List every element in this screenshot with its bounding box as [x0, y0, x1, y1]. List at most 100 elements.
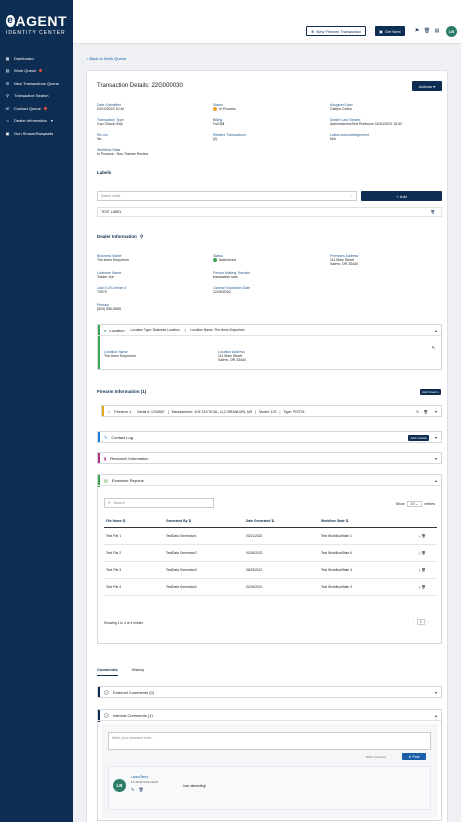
tab-history[interactable]: History [131, 667, 145, 672]
trash-icon[interactable]: 🗑 [423, 28, 431, 34]
external-comments-header[interactable]: 💬 External Comments (0) ▾ [98, 687, 441, 698]
examiner-reports-header[interactable]: ▤ Examiner Reports ▴ [98, 475, 441, 486]
location-panel-header[interactable]: ● Location Location Type: Business Locat… [98, 325, 441, 336]
sidebar-item-gun-shows[interactable]: ▣ Gun Shows/Swapsets [0, 127, 73, 140]
trash-icon[interactable]: 🗑 [138, 787, 144, 792]
contact-log-header[interactable]: ✎ Contact Log Add Contact ▾ [98, 432, 441, 443]
column-label: Date Generated [246, 518, 271, 523]
back-to-work-queue-link[interactable]: ‹ Back to Work Queue [87, 56, 127, 61]
comments-tabs: Comments History [97, 667, 158, 676]
entries-value: 10 [410, 502, 415, 506]
sidebar-item-transaction-search[interactable]: ⚲ Transaction Search [0, 90, 73, 103]
add-firearm-button[interactable]: Add Firearm [420, 389, 441, 395]
tab-comments[interactable]: Comments [97, 667, 118, 676]
sidebar-item-dashboard[interactable]: ▦ Dashboard [0, 52, 73, 65]
trash-icon[interactable]: 🗑 [421, 584, 426, 589]
field-value: The Arms Emporium [104, 354, 136, 358]
sidebar-item-new-transactions[interactable]: ☰ New Transactions Queue [0, 77, 73, 90]
notification-dot [39, 69, 43, 73]
table-row: Test File 1 TestData Generator1 03/11/20… [104, 527, 437, 545]
cell-date: 08/23/2021 [244, 561, 319, 579]
button-label: Post [412, 754, 420, 759]
research-information-header[interactable]: ▮ Research Information ▾ [98, 453, 441, 464]
chat-icon: 💬 [104, 690, 109, 695]
trash-icon[interactable]: 🗑 [430, 210, 435, 214]
field-label: Re-run [97, 133, 108, 137]
trash-icon[interactable]: 🗑 [421, 567, 426, 572]
chevron-up-icon[interactable]: ▴ [434, 327, 437, 333]
field-related-transactions[interactable]: Related Transactions (0) [213, 133, 246, 141]
search-icon: ⚲ [6, 93, 9, 99]
flag-icon[interactable]: ⚑ [414, 28, 420, 34]
field-value: 111 Main Street [218, 354, 243, 358]
new-firearm-transaction-button[interactable]: ⊕ New Firearm Transaction [306, 26, 367, 36]
trash-icon[interactable]: 🗑 [421, 550, 426, 555]
post-comment-button[interactable]: ➤ Post [402, 753, 426, 760]
grid-icon: ▦ [5, 55, 10, 61]
firearm-item-header[interactable]: ○ Firearm 1 Serial #: 1234567 | Manufact… [102, 406, 441, 417]
radio-circle-icon[interactable]: ○ [108, 409, 111, 414]
next-page-icon[interactable]: › [427, 620, 429, 624]
search-icon[interactable]: ⚲ [140, 234, 144, 239]
sidebar-item-dealer-information[interactable]: ⌂ Dealer Information ▾ [0, 115, 73, 128]
trash-icon[interactable]: 🗑 [423, 409, 428, 414]
chevron-up-icon[interactable]: ▴ [434, 712, 437, 718]
add-contact-button[interactable]: Add Contact [408, 435, 429, 441]
prev-page-icon[interactable]: ‹ [412, 620, 414, 624]
examiner-search-input[interactable]: ⚲ Search [104, 498, 214, 508]
chevron-down-icon[interactable]: ▾ [434, 409, 437, 414]
chevron-down-icon[interactable]: ▾ [434, 690, 437, 695]
avatar[interactable]: LB [446, 26, 457, 37]
column-header-workflow-state[interactable]: Workflow State ⇅ [319, 515, 417, 528]
column-label: File Name [106, 518, 122, 523]
accent-bar [102, 406, 104, 416]
column-header-file-name[interactable]: File Name ⇅ [104, 515, 164, 528]
firearm-manufacturer: Manufacturer: 1H4 TACTICAL, LLC BRANDON,… [171, 409, 253, 414]
trash-icon[interactable]: 🗑 [421, 533, 426, 538]
field-value: (0) [213, 137, 218, 141]
field-assigned-user: Assigned User Caitlyn Colton [330, 103, 353, 111]
cell-date: 02/04/2021 [244, 578, 319, 596]
cell-actions: ⤓ 🗑 [417, 527, 437, 545]
field-value: Authorized [219, 258, 236, 262]
chevron-down-icon[interactable]: ▾ [434, 456, 437, 461]
brand-subtitle: IDENTITY CENTER [6, 30, 66, 36]
label-select[interactable]: Select Label ⌄ [97, 191, 357, 201]
document-icon[interactable]: ▤ [434, 28, 440, 34]
chevron-up-icon[interactable]: ▴ [434, 477, 437, 483]
actions-button[interactable]: Actions ▾ [412, 81, 442, 91]
field-label: Transaction Type [97, 118, 124, 122]
field-transaction-type: Transaction Type Gun Check Only [97, 118, 124, 126]
book-icon: ▮ [104, 456, 107, 461]
column-header-generated-by[interactable]: Generated By ⇅ [164, 515, 244, 528]
chevron-down-icon[interactable]: ▾ [434, 435, 437, 440]
field-value: 111 Main Street [330, 258, 355, 262]
sidebar-nav: ▦ Dashboard ▤ Work Queue ☰ New Transacti… [0, 52, 73, 140]
get-next-button[interactable]: ▣ Get Next [375, 26, 405, 36]
panel-title: External Comments (0) [112, 690, 155, 695]
field-status: Status In Process [213, 103, 236, 112]
column-header-date-generated[interactable]: Date Generated ⇅ [244, 515, 319, 528]
entries-select[interactable]: 10 ⌄ [406, 501, 423, 507]
dealer-information-title: Dealer Information ⚲ [97, 234, 143, 240]
cell-generated-by: TestData Generator4 [164, 578, 244, 596]
edit-icon[interactable]: ✎ [131, 787, 135, 792]
field-label: Primary [97, 303, 110, 307]
link-label: Back to Work Queue [89, 56, 127, 61]
entries-control: Show 10 ⌄ entries [396, 501, 435, 507]
page-number[interactable]: 1 [416, 619, 425, 625]
comment-textarea[interactable]: Write your comment here... [108, 732, 431, 750]
sidebar-item-work-queue[interactable]: ▤ Work Queue [0, 65, 73, 78]
add-label-button[interactable]: + Add [361, 191, 442, 201]
internal-comments-header[interactable]: 💬 Internal Comments (1) ▴ [98, 710, 441, 721]
sidebar-item-label: Transaction Search [14, 93, 49, 99]
edit-icon[interactable]: ✎ [431, 345, 435, 350]
document-icon: ▤ [104, 477, 108, 483]
dealer-premises-address: Premises Address 111 Main Street Salem, … [330, 254, 358, 266]
sidebar-item-contact-queue[interactable]: ☏ Contact Queue [0, 102, 73, 115]
field-billing: Billing Full Bill [213, 118, 224, 126]
firearm-type: Type: PISTOL [283, 409, 306, 414]
table-footer-info: Showing 1 to 4 of 4 entries [104, 621, 144, 625]
field-value: (503) 555-5555 [97, 307, 121, 311]
refresh-icon[interactable]: ↻ [416, 409, 419, 414]
